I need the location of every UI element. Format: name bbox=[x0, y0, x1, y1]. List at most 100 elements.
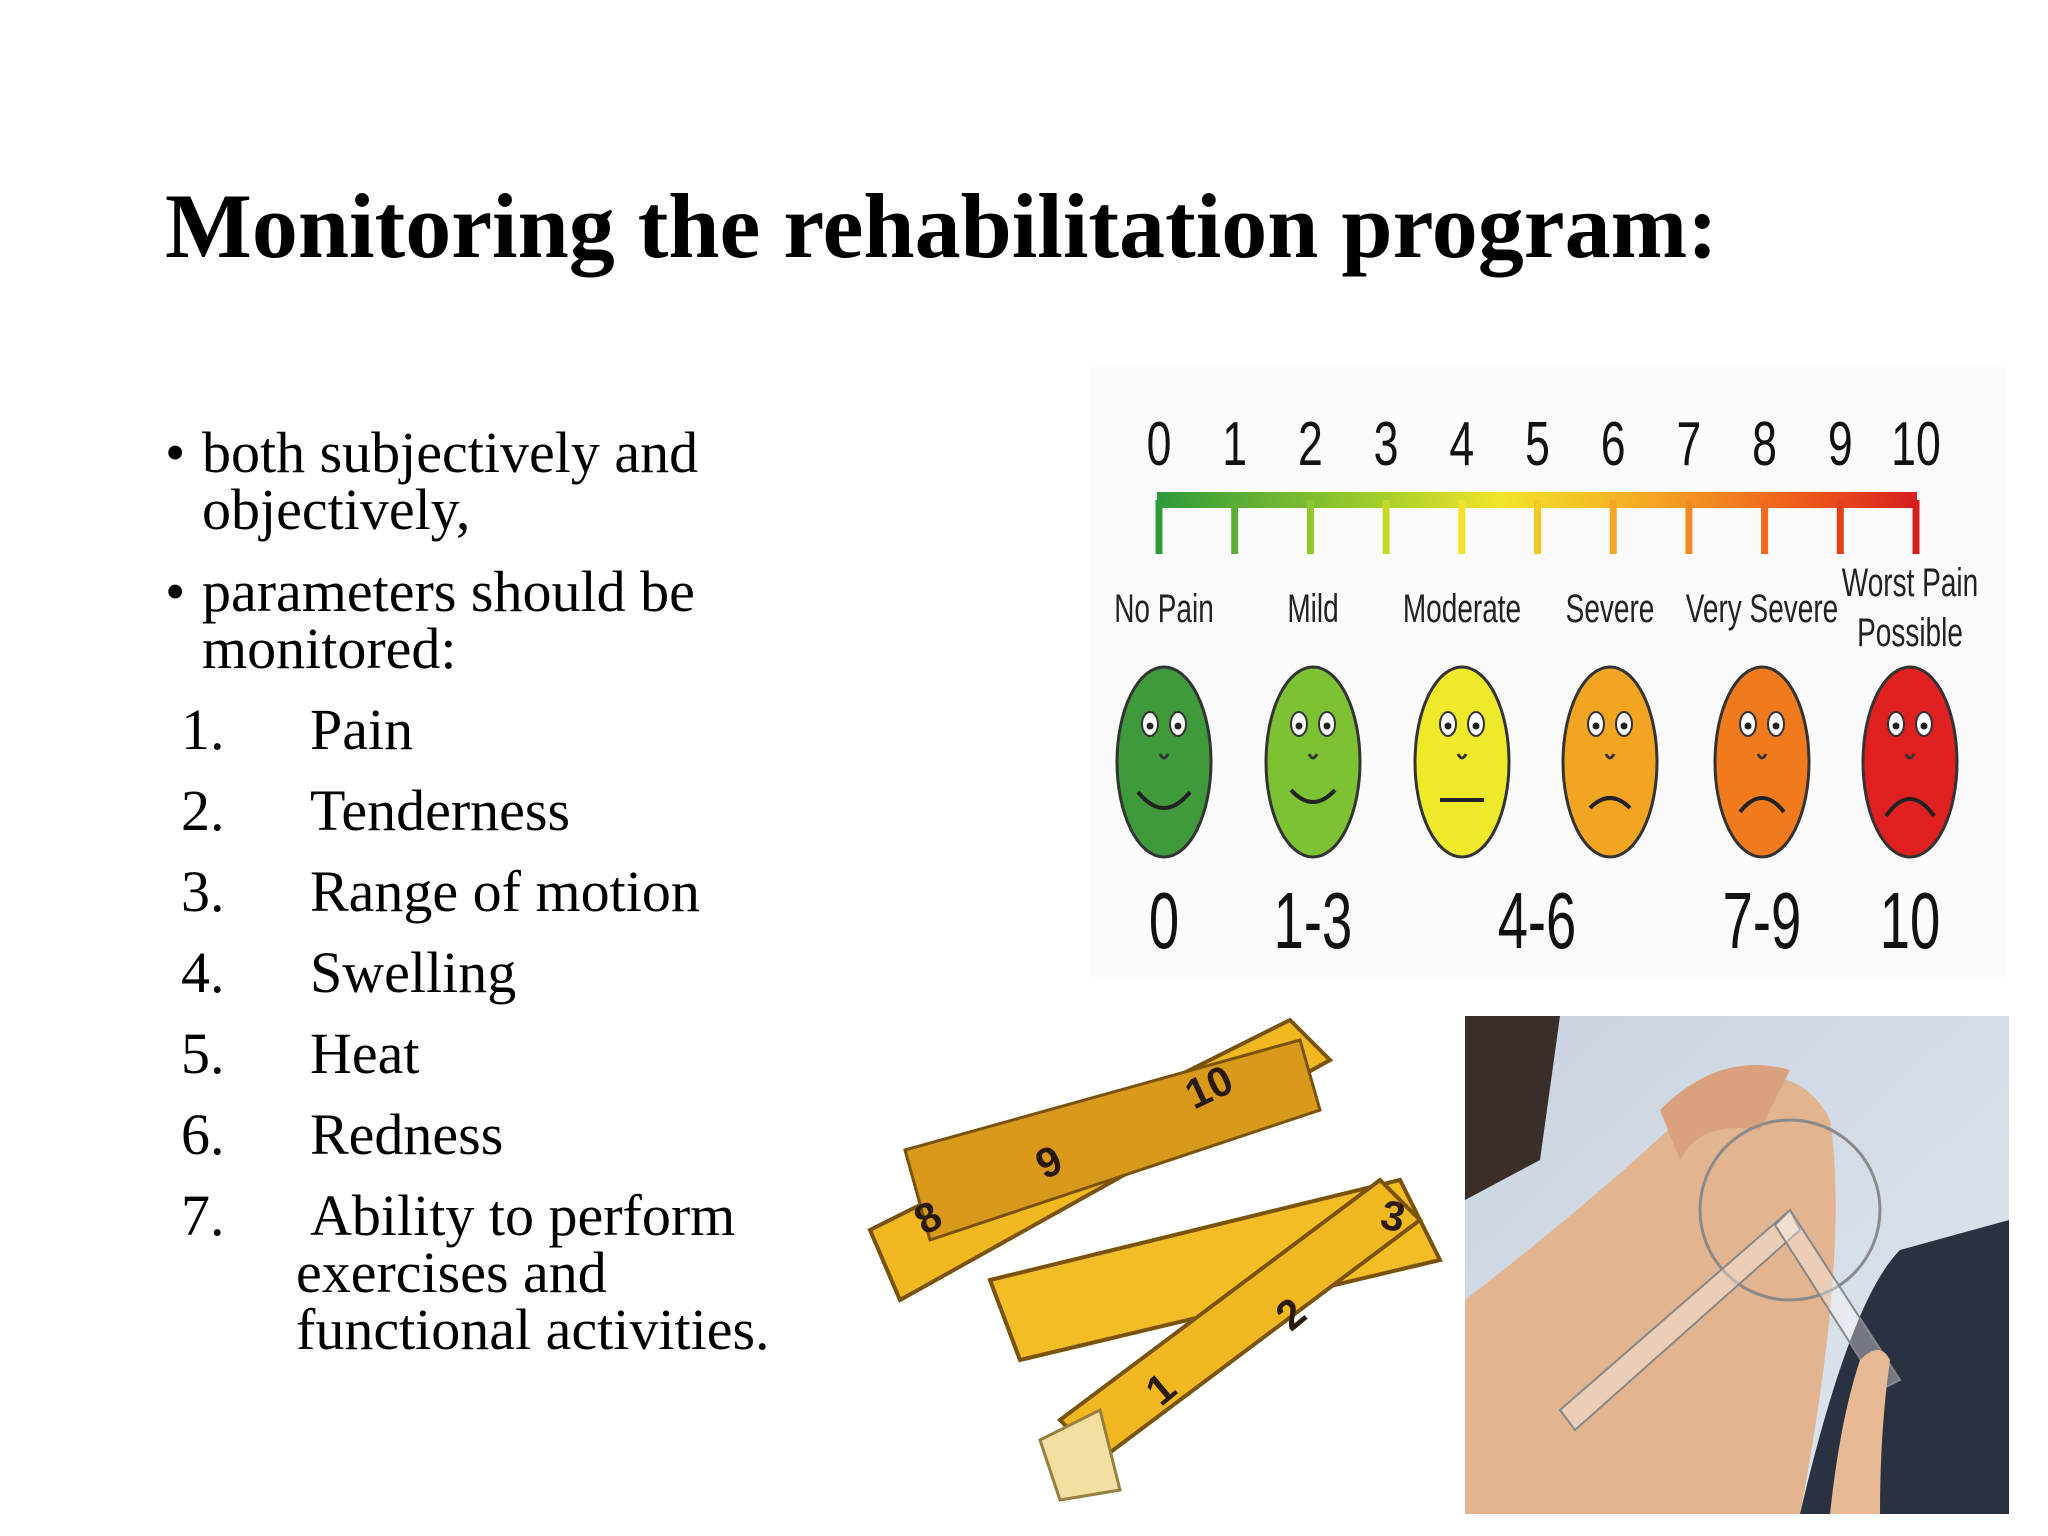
scale-number: 3 bbox=[1374, 410, 1399, 479]
tape-measure bbox=[867, 1017, 1443, 1502]
pain-range: 4-6 bbox=[1498, 877, 1577, 966]
face-mouth bbox=[1738, 796, 1786, 814]
bullet-text: parameters should be monitored: bbox=[202, 559, 695, 681]
face-pupil bbox=[1472, 722, 1480, 730]
face-outline bbox=[1861, 665, 1959, 859]
face-pupil bbox=[1620, 722, 1628, 730]
face-pupil bbox=[1146, 722, 1154, 730]
item-text: Pain bbox=[310, 697, 414, 762]
pain-range: 10 bbox=[1880, 877, 1940, 966]
face-pupil bbox=[1892, 722, 1900, 730]
face-nose bbox=[1307, 753, 1319, 760]
numbered-item: 3. Range of motion bbox=[165, 859, 806, 924]
face-nose bbox=[1756, 753, 1768, 760]
bullet-marker: • bbox=[165, 559, 186, 624]
pain-level-label: No Pain bbox=[1114, 587, 1214, 631]
face-eye bbox=[1467, 711, 1485, 737]
face-outline bbox=[1115, 665, 1213, 859]
face-eye bbox=[1587, 711, 1605, 737]
pain-scale-bar bbox=[1157, 492, 1917, 508]
scale-number: 5 bbox=[1525, 410, 1550, 479]
face-outline bbox=[1413, 665, 1511, 859]
face-pupil bbox=[1744, 722, 1752, 730]
face-mouth bbox=[1136, 790, 1192, 810]
item-text: Swelling bbox=[310, 940, 517, 1005]
pain-level-label: Worst Pain bbox=[1842, 561, 1978, 605]
numbered-item: 5. Heat bbox=[165, 1021, 806, 1086]
scale-number: 4 bbox=[1449, 410, 1474, 479]
pain-level-label: Possible bbox=[1857, 611, 1963, 655]
face-eye bbox=[1739, 711, 1757, 737]
bullet-marker: • bbox=[165, 420, 186, 485]
pain-face bbox=[1561, 665, 1659, 859]
pain-level-label: Very Severe bbox=[1686, 587, 1838, 631]
face-pupil bbox=[1592, 722, 1600, 730]
face-eye bbox=[1767, 711, 1785, 737]
item-text: Redness bbox=[310, 1102, 504, 1167]
scale-number: 1 bbox=[1222, 410, 1247, 479]
slide-body: • both subjectively and objectively, • para… bbox=[165, 420, 865, 1359]
item-text: Heat bbox=[310, 1021, 420, 1086]
face-eye bbox=[1887, 711, 1905, 737]
pain-face bbox=[1713, 665, 1811, 859]
item-number: 3. bbox=[181, 859, 225, 924]
item-number: 1. bbox=[181, 697, 225, 762]
tape-number: 1 bbox=[1137, 1363, 1185, 1414]
face-nose bbox=[1158, 753, 1170, 760]
face-pupil bbox=[1920, 722, 1928, 730]
pain-range: 7-9 bbox=[1723, 877, 1802, 966]
face-eye bbox=[1318, 711, 1336, 737]
face-eye bbox=[1141, 711, 1159, 737]
pain-face bbox=[1861, 665, 1959, 859]
scale-number: 6 bbox=[1601, 410, 1626, 479]
item-text: Tenderness bbox=[310, 778, 571, 843]
numbered-item: 1. Pain bbox=[165, 697, 806, 762]
scale-number: 10 bbox=[1891, 410, 1941, 479]
pain-face bbox=[1115, 665, 1213, 859]
face-mouth bbox=[1289, 788, 1337, 804]
pain-range: 0 bbox=[1149, 877, 1179, 966]
bullet-text: both subjectively and objectively, bbox=[202, 420, 699, 542]
pain-level-label: Mild bbox=[1287, 587, 1338, 631]
bullet-item: • parameters should be monitored: bbox=[165, 559, 742, 678]
pain-scale-bg bbox=[1089, 367, 2006, 977]
face-pupil bbox=[1174, 722, 1182, 730]
scale-number: 2 bbox=[1298, 410, 1323, 479]
pain-range: 1-3 bbox=[1274, 877, 1353, 966]
face-eye bbox=[1915, 711, 1933, 737]
face-pupil bbox=[1323, 722, 1331, 730]
scale-number: 0 bbox=[1147, 410, 1172, 479]
item-text: Range of motion bbox=[310, 859, 700, 924]
tape-number: 8 bbox=[906, 1191, 950, 1243]
face-outline bbox=[1713, 665, 1811, 859]
pain-face bbox=[1264, 665, 1362, 859]
face-nose bbox=[1904, 753, 1916, 760]
item-number: 4. bbox=[181, 940, 225, 1005]
item-number: 5. bbox=[181, 1021, 225, 1086]
face-eye bbox=[1615, 711, 1633, 737]
face-pupil bbox=[1772, 722, 1780, 730]
item-number: 2. bbox=[181, 778, 225, 843]
item-number: 6. bbox=[181, 1102, 225, 1167]
item-text: Ability to perform exercises and functio… bbox=[296, 1183, 770, 1362]
face-pupil bbox=[1295, 722, 1303, 730]
pain-face bbox=[1413, 665, 1511, 859]
face-eye bbox=[1439, 711, 1457, 737]
bullet-item: • both subjectively and objectively, bbox=[165, 420, 742, 539]
face-mouth bbox=[1588, 796, 1632, 810]
scale-number: 9 bbox=[1828, 410, 1853, 479]
face-nose bbox=[1604, 753, 1616, 760]
face-outline bbox=[1561, 665, 1659, 859]
pain-level-label: Moderate bbox=[1403, 587, 1521, 631]
numbered-item: 4. Swelling bbox=[165, 940, 806, 1005]
face-outline bbox=[1264, 665, 1362, 859]
face-eye bbox=[1169, 711, 1187, 737]
slide-title: Monitoring the rehabilitation program: bbox=[165, 175, 1718, 277]
scale-number: 8 bbox=[1752, 410, 1777, 479]
scale-number: 7 bbox=[1676, 410, 1701, 479]
face-mouth bbox=[1884, 797, 1936, 818]
tape-number: 2 bbox=[1267, 1288, 1315, 1339]
goniometer-photo bbox=[1465, 1016, 2009, 1514]
face-eye bbox=[1290, 711, 1308, 737]
